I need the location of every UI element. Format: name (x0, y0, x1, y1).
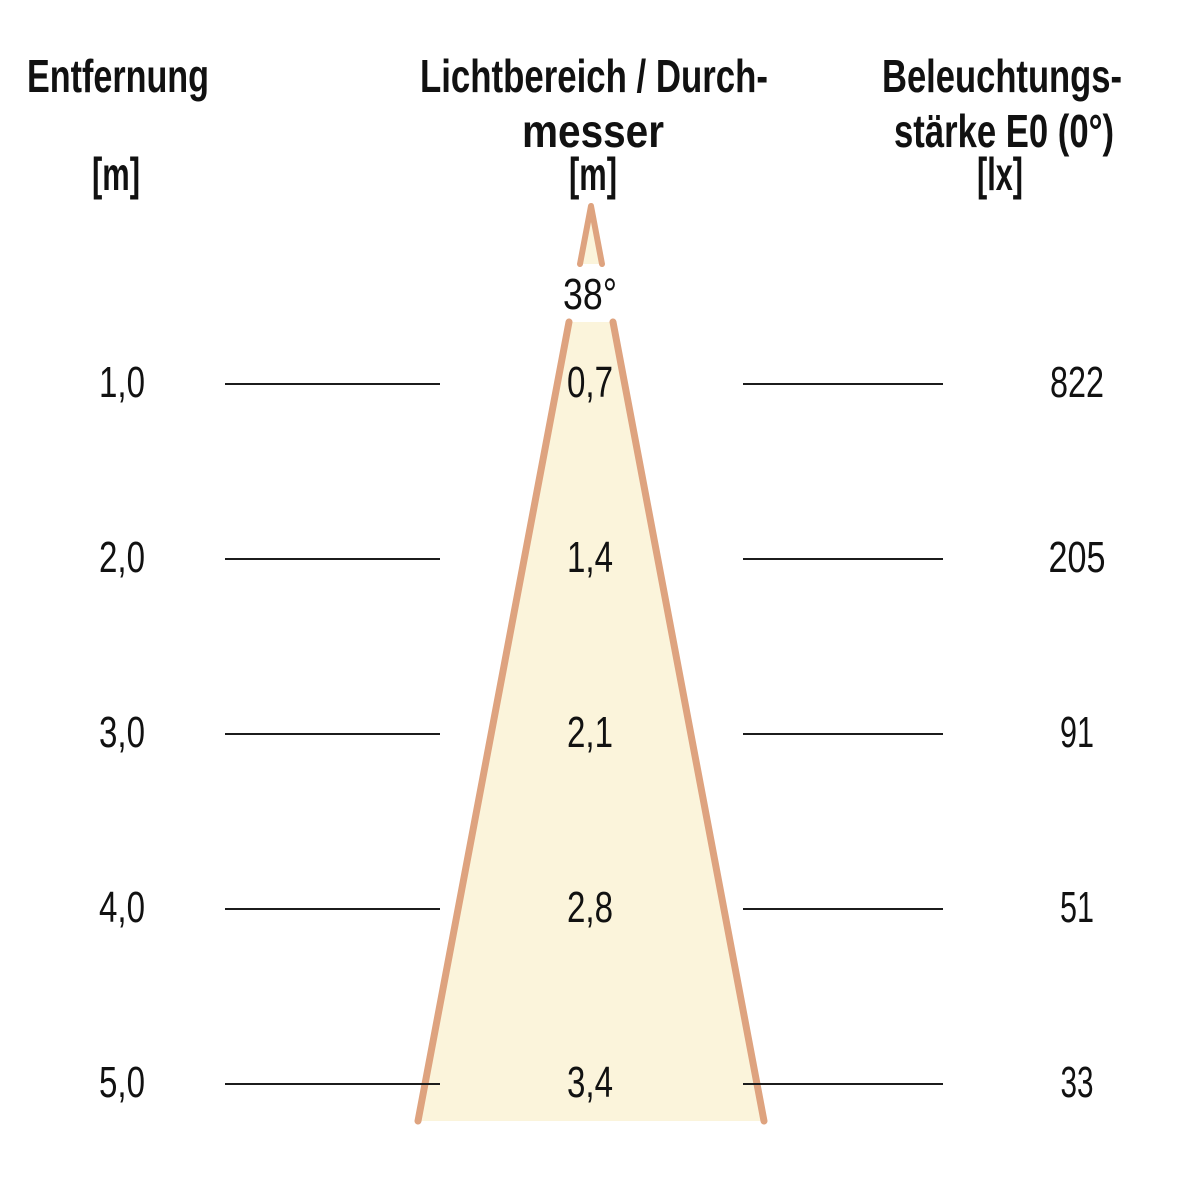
row3-diameter-value: 2,1 (567, 708, 613, 757)
header-illuminance-title-line1: Beleuchtungs- (882, 50, 1122, 102)
row1-distance-value: 1,0 (99, 358, 145, 407)
row2-diameter-value: 1,4 (567, 533, 613, 582)
header-diameter-unit: [m] (569, 148, 617, 200)
row5-distance-value: 5,0 (99, 1058, 145, 1107)
beam-cone-body-fill (418, 322, 764, 1121)
row3-distance-value: 3,0 (99, 708, 145, 757)
row5-illuminance-value: 33 (1061, 1058, 1094, 1107)
header-diameter-title-line2: messer (522, 105, 664, 157)
beam-cone-right-edge (609, 318, 768, 1125)
header-distance-unit: [m] (92, 148, 140, 200)
row5-diameter-value: 3,4 (567, 1058, 613, 1107)
column-headers: Entfernung [m] Lichtbereich / Durch- mes… (27, 50, 1122, 200)
beam-angle-label: 38° (563, 270, 617, 319)
row2-distance-value: 2,0 (99, 533, 145, 582)
row4-diameter-value: 2,8 (567, 883, 613, 932)
beam-cone (414, 203, 768, 1125)
row-reference-lines (225, 383, 943, 1085)
row3-illuminance-value: 91 (1060, 708, 1094, 757)
row1-diameter-value: 0,7 (567, 358, 613, 407)
data-rows: 1,0 0,7 822 2,0 1,4 205 3,0 2,1 91 4,0 2… (99, 358, 1106, 1107)
row1-illuminance-value: 822 (1050, 358, 1104, 407)
beam-cone-left-edge (414, 318, 573, 1125)
header-illuminance-unit: [lx] (977, 148, 1023, 200)
row2-illuminance-value: 205 (1049, 533, 1106, 582)
header-distance-title: Entfernung (27, 50, 209, 102)
header-diameter-title-line1: Lichtbereich / Durch- (420, 50, 768, 102)
header-illuminance-title-line2: stärke E0 (0°) (894, 105, 1114, 157)
row4-distance-value: 4,0 (99, 883, 145, 932)
beam-cone-apex (577, 203, 605, 267)
row4-illuminance-value: 51 (1060, 883, 1094, 932)
